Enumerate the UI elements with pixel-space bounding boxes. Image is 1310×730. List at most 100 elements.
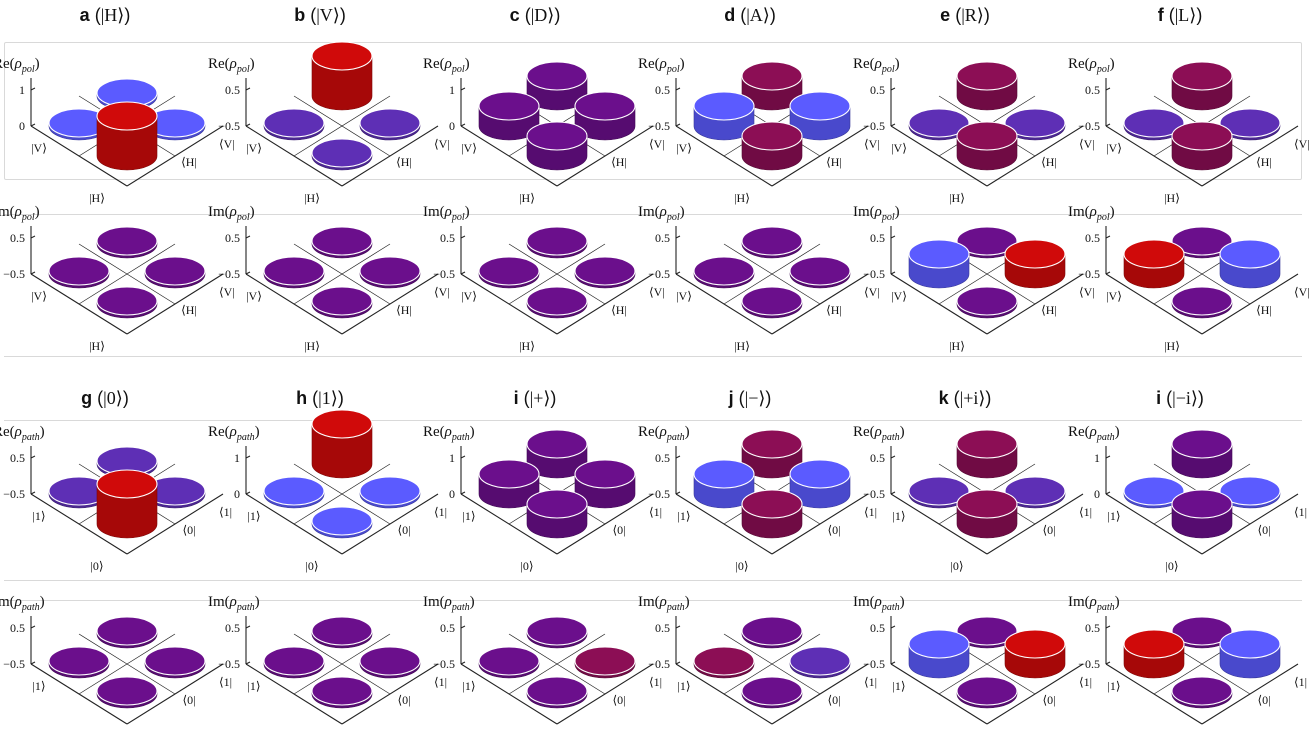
divider [4,356,1302,357]
density-bar-front [526,121,588,171]
basis-label: ⟨0| [827,693,840,707]
matrix-panel-pol-re-2: 1 0 |V⟩ |H⟩ ⟨H| ⟨V| Re(ρpol) [423,56,665,205]
z-tick-label: 0.5 [1085,83,1100,97]
basis-label: |H⟩ [304,191,320,205]
matrix-panel-path-im-4: 0.5−0.5|1⟩|0⟩⟨0|⟨1|Im(ρpath) [853,594,1092,730]
basis-label: |0⟩ [950,559,963,573]
density-bar-back [311,41,373,111]
basis-label: |0⟩ [1165,559,1178,573]
basis-label: |1⟩ [32,509,45,523]
highlight-frame [4,42,1302,180]
z-tick-label: −0.5 [863,119,885,133]
density-bar-right [789,256,851,289]
basis-label: |1⟩ [892,679,905,693]
z-tick-label: 0.5 [1085,231,1100,245]
density-bar-back [96,616,158,649]
density-bar-right [1219,108,1281,141]
basis-label: ⟨H| [611,303,627,317]
re-part-label: Re(ρpol) [208,56,255,75]
density-bar-right [1219,476,1281,509]
basis-label: |V⟩ [1106,289,1122,303]
matrix-panel-path-re-3: 0.5 −0.5 |1⟩ |0⟩ ⟨0| ⟨1| Re(ρpath) [638,424,877,573]
z-tick-label: −0.5 [648,657,670,671]
basis-label: ⟨0| [612,693,625,707]
density-bar-back [956,61,1018,111]
panel-title: d (|A⟩) [724,5,776,25]
basis-label: |1⟩ [1107,509,1120,523]
z-tick-label: −0.5 [863,267,885,281]
density-bar-back [526,616,588,649]
matrix-panel-path-im-1: 0.5−0.5|1⟩|0⟩⟨0|⟨1|Im(ρpath) [208,594,447,730]
basis-label: ⟨V| [864,285,880,299]
density-bar-right [144,646,206,679]
z-tick-label: 0.5 [655,451,670,465]
re-part-label: Re(ρpath) [208,424,260,443]
panel-title: k (|+i⟩) [939,388,992,408]
density-bar-left [693,646,755,679]
density-bar-front [1171,489,1233,539]
basis-label: ⟨V| [1294,285,1310,299]
re-part-label: Re(ρpath) [423,424,475,443]
basis-label: |V⟩ [461,141,477,155]
basis-label: |0⟩ [520,559,533,573]
basis-label: |V⟩ [246,289,262,303]
matrix-panel-path-re-0: 0.5 −0.5 |1⟩ |0⟩ ⟨0| ⟨1| Re(ρpath) [0,424,232,573]
basis-label: ⟨H| [181,303,197,317]
density-bar-front [741,489,803,539]
divider [4,580,1302,581]
basis-label: |V⟩ [891,141,907,155]
density-bar-front [741,286,803,319]
z-tick-label: 1 [449,451,455,465]
im-part-label: Im(ρpol) [423,204,470,223]
density-bar-front [956,121,1018,171]
im-part-label: Im(ρpol) [208,204,255,223]
density-bar-left [908,108,970,141]
basis-label: ⟨0| [1257,523,1270,537]
panel-title: e (|R⟩) [940,5,990,25]
im-part-label: Im(ρpol) [0,204,40,223]
basis-label: |1⟩ [677,679,690,693]
density-bar-front [1171,676,1233,709]
matrix-panel-pol-im-5: 0.5 −0.5 |V⟩ |H⟩ ⟨H| ⟨V| Im(ρpol) [1068,204,1310,353]
density-bar-right [1219,239,1281,289]
density-bar-left [908,629,970,679]
basis-label: |0⟩ [735,559,748,573]
z-tick-label: 1 [19,83,25,97]
z-tick-label: −0.5 [3,267,25,281]
matrix-panel-path-re-5: 1 0 |1⟩ |0⟩ ⟨0| ⟨1| Re(ρpath) [1068,424,1307,573]
density-bar-right [359,108,421,141]
z-tick-label: −0.5 [1078,657,1100,671]
z-tick-label: −0.5 [1078,119,1100,133]
basis-label: |V⟩ [461,289,477,303]
density-bar-front [311,286,373,319]
z-tick-label: −0.5 [433,657,455,671]
basis-label: ⟨H| [611,155,627,169]
basis-label: |H⟩ [519,339,535,353]
density-bar-front [526,489,588,539]
divider [4,420,1302,421]
basis-label: ⟨0| [182,523,195,537]
basis-label: |V⟩ [1106,141,1122,155]
im-part-label: Im(ρpath) [208,594,260,613]
density-bar-back [1171,429,1233,479]
basis-label: |H⟩ [304,339,320,353]
density-bar-left [1123,108,1185,141]
density-bar-front [526,676,588,709]
im-part-label: Im(ρpath) [853,594,905,613]
density-bar-right [1004,629,1066,679]
basis-label: |V⟩ [676,141,692,155]
density-bar-right [144,476,206,509]
basis-label: ⟨H| [181,155,197,169]
basis-label: |V⟩ [246,141,262,155]
density-bar-front [96,469,158,539]
im-part-label: Im(ρpol) [638,204,685,223]
z-tick-label: 0.5 [655,231,670,245]
z-tick-label: 0.5 [10,451,25,465]
panel-title: b (|V⟩) [294,5,346,25]
density-bar-right [1004,476,1066,509]
density-bar-back [741,616,803,649]
basis-label: ⟨H| [1256,155,1272,169]
z-tick-label: 0.5 [655,83,670,97]
basis-label: ⟨0| [397,693,410,707]
matrix-panel-path-im-2: 0.5−0.5|1⟩|0⟩⟨0|⟨1|Im(ρpath) [423,594,662,730]
